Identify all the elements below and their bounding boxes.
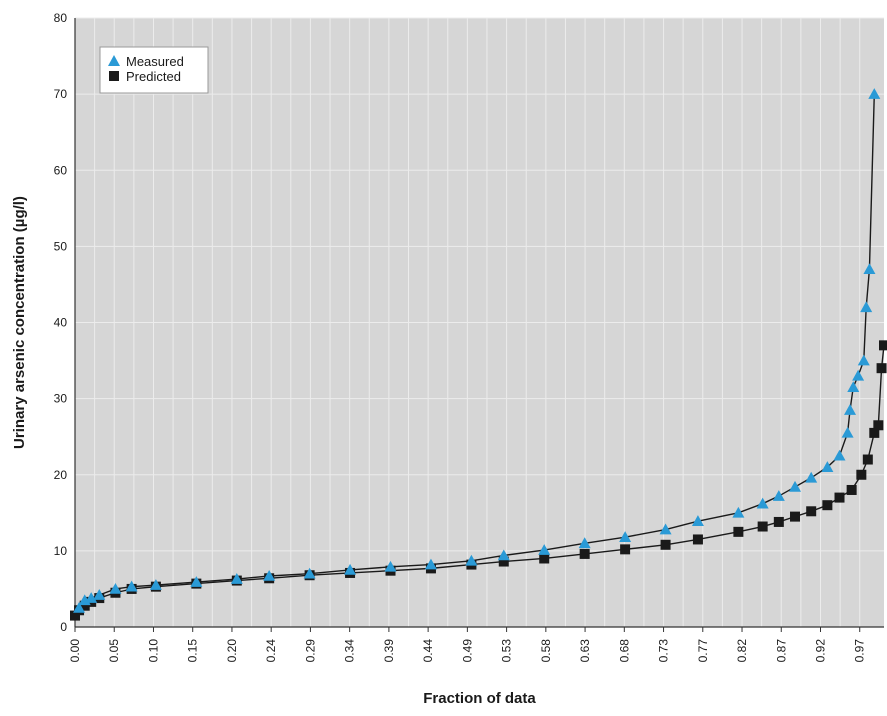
measured-point [538, 544, 551, 555]
x-tick-label: 0.39 [382, 639, 396, 663]
measured-point [125, 580, 138, 592]
x-tick-label: 0.87 [774, 639, 788, 663]
legend-predicted-label: Predicted [126, 69, 181, 84]
x-tick-label: 0.44 [421, 639, 435, 663]
predicted-point [862, 454, 873, 465]
measured-point [659, 523, 672, 535]
measured-point [841, 426, 854, 438]
measured-point [619, 531, 632, 542]
measured-point [868, 88, 881, 99]
predicted-point [757, 521, 768, 532]
x-tick-label: 0.97 [853, 639, 867, 663]
axes: 0 10 20 30 40 50 60 70 80 0.00 0.05 0.10 0.15 0.20 0.2… [54, 11, 884, 662]
measured-point [756, 497, 769, 509]
x-tick-label: 0.34 [343, 639, 357, 663]
x-tick-label: 0.92 [813, 639, 827, 663]
predicted-point [822, 500, 833, 511]
measured-point [230, 573, 243, 584]
y-tick-label: 0 [60, 620, 67, 634]
predicted-point [873, 420, 884, 431]
measured-point [821, 461, 834, 472]
x-tick-label: 0.05 [107, 639, 121, 663]
y-tick-label: 10 [54, 544, 68, 558]
x-tick-label: 0.49 [460, 639, 474, 663]
predicted-point [834, 492, 845, 503]
predicted-point [579, 548, 590, 559]
measured-point [190, 576, 203, 587]
x-tick-label: 0.00 [68, 639, 82, 663]
y-tick-label: 70 [54, 87, 68, 101]
predicted-point [856, 469, 867, 480]
predicted-point [498, 556, 509, 567]
legend: Measured Predicted [99, 46, 209, 94]
measured-point [805, 471, 818, 483]
x-tick-label: 0.29 [303, 639, 317, 663]
legend-box [99, 46, 209, 94]
x-tick-label: 0.20 [225, 639, 239, 663]
x-tick-label: 0.73 [657, 639, 671, 663]
measured-point [263, 569, 276, 581]
measured-point [93, 589, 106, 600]
measured-point [847, 381, 860, 393]
measured-point [344, 563, 357, 575]
predicted-point [790, 511, 801, 522]
measured-point [109, 582, 122, 594]
y-tick-label: 30 [54, 392, 68, 406]
y-tick-label: 40 [54, 316, 68, 330]
measured-point [465, 554, 478, 566]
x-tick-label: 0.68 [617, 639, 631, 663]
legend-predicted-marker [109, 71, 119, 81]
predicted-point [539, 553, 550, 564]
measured-point [844, 404, 857, 415]
predicted-point [70, 610, 80, 621]
predicted-point [620, 544, 631, 555]
measured-point [384, 560, 397, 572]
measured-series [73, 88, 881, 613]
measured-point [85, 592, 98, 603]
measured-point [497, 549, 510, 561]
predicted-point [879, 340, 887, 351]
measured-point [732, 506, 745, 518]
x-tick-label: 0.63 [578, 639, 592, 663]
y-tick-label: 50 [54, 239, 68, 253]
measured-point [863, 263, 876, 275]
predicted-point [773, 516, 784, 527]
y-axis-title: Urinary arsenic concentration (µg/l) [11, 196, 28, 449]
measured-point [852, 369, 865, 381]
x-tick-label: 0.77 [696, 639, 710, 663]
predicted-point [806, 506, 817, 517]
x-tick-label: 0.10 [146, 639, 160, 663]
predicted-point [876, 363, 887, 374]
legend-measured-marker [108, 55, 120, 66]
measured-point [772, 490, 785, 501]
x-tick-label: 0.53 [500, 639, 514, 663]
measured-point [73, 601, 86, 613]
predicted-point [79, 600, 90, 611]
x-tick-label: 0.58 [539, 639, 553, 663]
predicted-point [733, 526, 744, 537]
measured-point [424, 558, 437, 570]
measured-point [578, 537, 591, 549]
measured-point [303, 567, 316, 579]
predicted-point [869, 427, 880, 438]
measured-point [789, 480, 802, 492]
measured-point [857, 354, 870, 366]
x-tick-label: 0.82 [735, 639, 749, 663]
y-tick-label: 60 [54, 163, 68, 177]
measured-point [833, 449, 846, 461]
x-tick-label: 0.24 [264, 639, 278, 663]
predicted-point [660, 539, 671, 550]
y-tick-label: 20 [54, 468, 68, 482]
measured-point [691, 515, 704, 526]
predicted-point [846, 484, 857, 495]
y-tick-label: 80 [54, 11, 68, 25]
legend-measured-label: Measured [126, 54, 184, 69]
x-axis-title: Fraction of data [423, 690, 536, 707]
predicted-point [692, 534, 703, 545]
x-tick-label: 0.15 [186, 639, 200, 663]
measured-point [149, 579, 162, 590]
measured-point [860, 301, 873, 313]
